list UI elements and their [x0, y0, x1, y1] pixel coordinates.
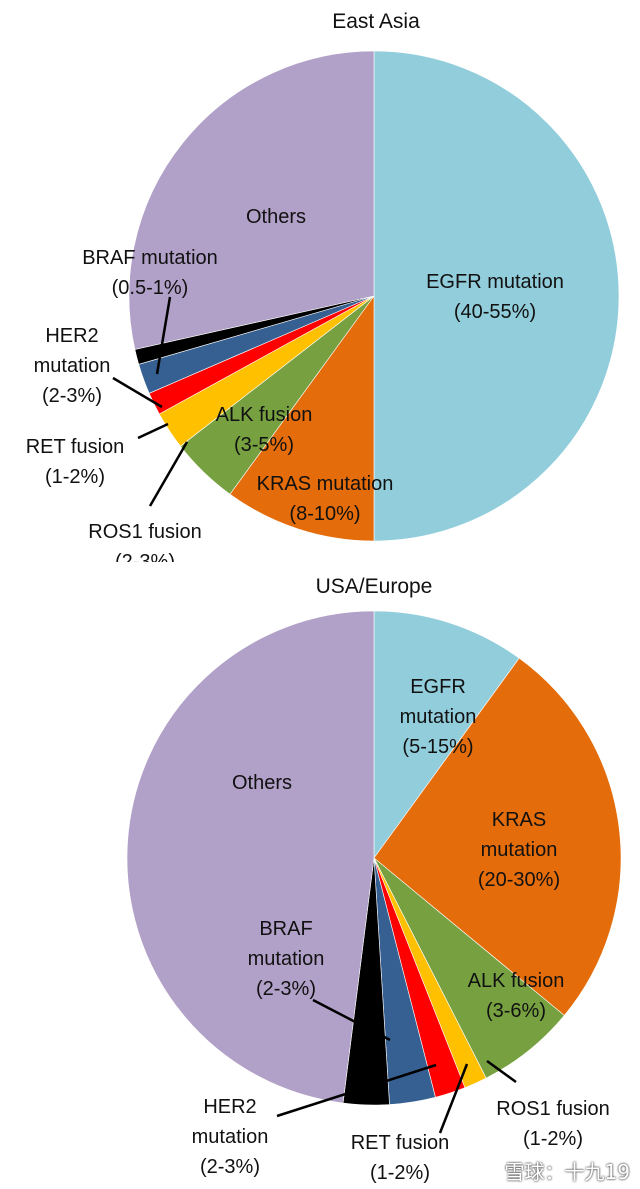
slice-label-alk-fusion-range: (3-5%)	[234, 434, 294, 456]
slice-label-egfr-mutation: EGFR	[410, 676, 466, 698]
pie-slice-egfr-mutation	[373, 610, 520, 859]
pie-slice-others	[126, 610, 375, 1104]
slice-label-ret-fusion-range: (1-2%)	[45, 466, 105, 488]
slice-label-kras-mutation: mutation	[481, 839, 558, 861]
leader-line-braf-mutation	[312, 998, 391, 1042]
slice-label-egfr-mutation-range: (5-15%)	[402, 736, 473, 758]
slice-label-ros1-fusion-range: (2-3%)	[115, 551, 175, 573]
slice-label-ros1-fusion: ROS1 fusion	[88, 521, 201, 543]
slice-label-her2-mutation: mutation	[192, 1126, 269, 1148]
leader-line-ret-fusion	[137, 422, 169, 440]
slice-label-ros1-fusion-range: (1-2%)	[523, 1128, 583, 1150]
slice-label-kras-mutation-range: (20-30%)	[478, 869, 560, 891]
pie-slice-egfr-mutation	[373, 50, 620, 542]
pie-slice-kras-mutation	[229, 295, 375, 542]
slice-label-others: Others	[246, 206, 306, 228]
slice-label-braf-mutation: BRAF	[259, 918, 312, 940]
slice-label-kras-mutation: KRAS	[492, 809, 546, 831]
slice-label-her2-mutation: HER2	[45, 325, 98, 347]
leader-line-her2-mutation	[112, 376, 163, 409]
pie-slice-kras-mutation	[373, 657, 622, 1016]
slice-label-egfr-mutation: mutation	[400, 706, 477, 728]
slice-label-egfr-mutation-range: (40-55%)	[454, 301, 536, 323]
slice-label-alk-fusion: ALK fusion	[468, 970, 565, 992]
slice-label-alk-fusion: ALK fusion	[216, 404, 313, 426]
slice-label-kras-mutation: KRAS mutation	[257, 473, 394, 495]
slice-label-braf-mutation: BRAF mutation	[82, 247, 218, 269]
slice-label-braf-mutation: mutation	[248, 948, 325, 970]
chart-title: East Asia	[332, 10, 420, 33]
slice-label-her2-mutation-range: (2-3%)	[200, 1156, 260, 1178]
chart-title: USA/Europe	[316, 575, 433, 598]
slice-label-her2-mutation-range: (2-3%)	[42, 385, 102, 407]
leader-line-ros1-fusion	[486, 1059, 517, 1084]
slice-label-alk-fusion-range: (3-6%)	[486, 1000, 546, 1022]
slice-label-braf-mutation-range: (2-3%)	[256, 978, 316, 1000]
slice-label-ret-fusion: RET fusion	[351, 1132, 450, 1154]
usa-europe-pie-chart: USA/Europe EGFR mutation (5-15%) KRAS mutatio…	[126, 575, 622, 1184]
pie-slice-others	[128, 50, 375, 350]
leader-line-her2-mutation	[276, 1063, 437, 1118]
slice-label-ret-fusion-range: (1-2%)	[370, 1162, 430, 1184]
leader-line-braf-mutation	[155, 296, 172, 375]
slice-label-her2-mutation: HER2	[203, 1096, 256, 1118]
slice-label-braf-mutation-range: (0.5-1%)	[112, 277, 189, 299]
slice-label-egfr-mutation: EGFR mutation	[426, 271, 564, 293]
east-asia-pie-chart: East Asia EGFR mutation (40-55%) KRAS mutat…	[26, 10, 620, 573]
slice-label-ros1-fusion: ROS1 fusion	[496, 1098, 609, 1120]
leader-line-ros1-fusion	[148, 441, 189, 507]
slice-label-her2-mutation: mutation	[34, 355, 111, 377]
slice-label-kras-mutation-range: (8-10%)	[289, 503, 360, 525]
slice-label-others: Others	[232, 772, 292, 794]
leader-line-ret-fusion	[438, 1063, 469, 1134]
watermark-text: 雪球：十九19	[504, 1160, 630, 1184]
slice-label-ret-fusion: RET fusion	[26, 436, 125, 458]
